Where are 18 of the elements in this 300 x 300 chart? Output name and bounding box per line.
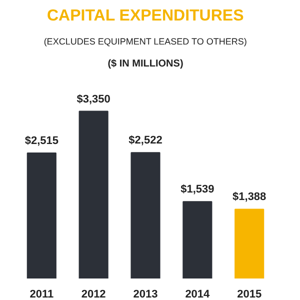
chart-title: CAPITAL EXPENDITURES (46, 8, 244, 24)
data-label: $2,522 (128, 134, 162, 147)
x-tick-label: 2014 (185, 288, 211, 300)
bar (26, 152, 56, 278)
text: ($ IN MILLIONS) (108, 58, 184, 70)
data-label: $3,350 (76, 93, 110, 106)
data-label: $2,515 (24, 134, 58, 147)
x-tick-label: 2013 (133, 288, 158, 300)
chart-subtitle: (EXCLUDES EQUIPMENT LEASED TO OTHERS) (44, 36, 247, 46)
x-tick-label: 2011 (30, 288, 54, 300)
bar (234, 208, 264, 278)
bar (78, 110, 108, 278)
data-label: $1,388 (232, 191, 266, 204)
x-tick-label: 2015 (237, 288, 262, 300)
bar (182, 201, 212, 278)
x-tick-label: 2012 (81, 288, 106, 300)
bar (130, 152, 160, 278)
data-label: $1,539 (180, 184, 214, 196)
